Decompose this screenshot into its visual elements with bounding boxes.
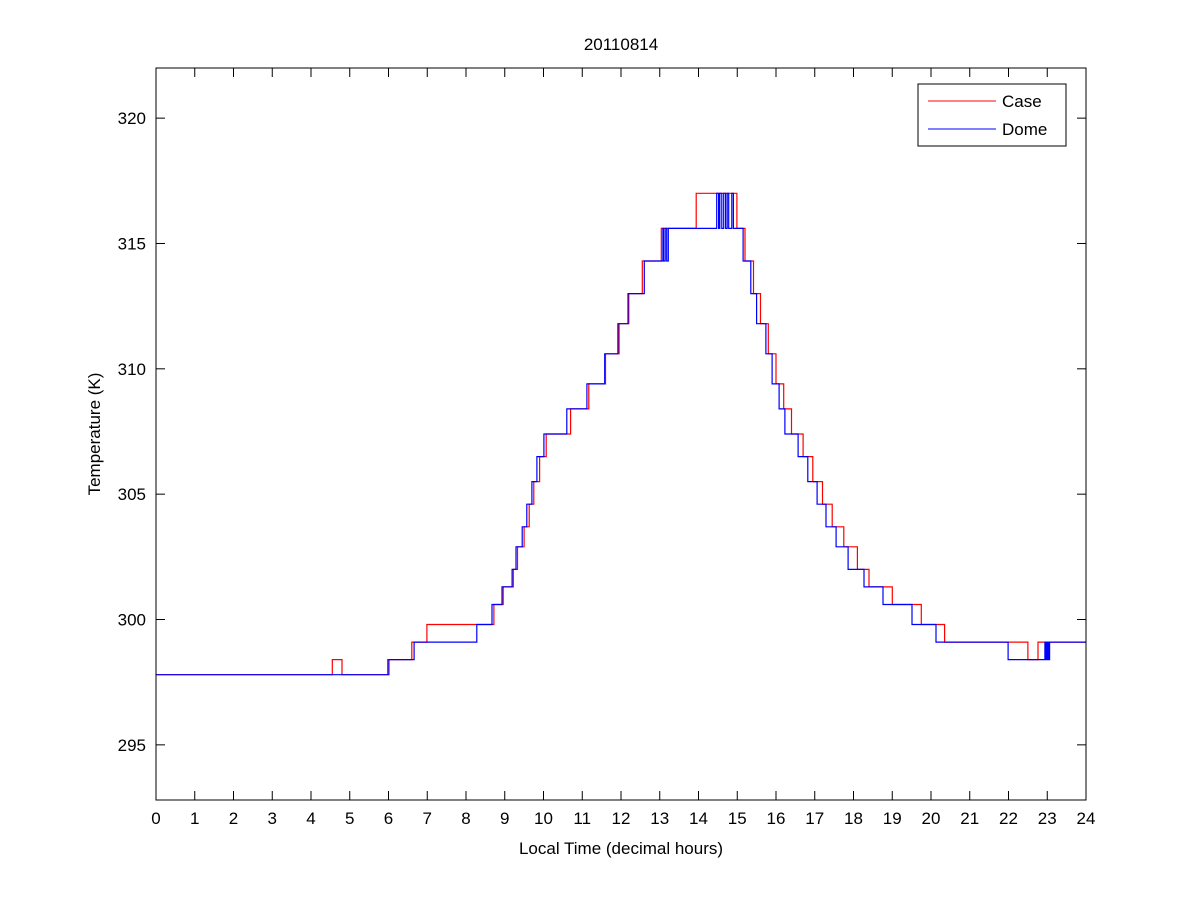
y-tick-label: 315 xyxy=(118,234,146,253)
x-tick-label: 14 xyxy=(689,809,708,828)
legend-box xyxy=(917,83,1067,147)
x-tick-label: 8 xyxy=(461,809,470,828)
x-tick-label: 15 xyxy=(728,809,747,828)
x-tick-label: 13 xyxy=(650,809,669,828)
axis-ticks: 0 1 2 3 4 5 6 7 8 9 10 11 12 13 14 15 16 17 18 19 20 21 22 23 24… xyxy=(118,68,1096,828)
x-tick-label: 16 xyxy=(767,809,786,828)
x-tick-label: 9 xyxy=(500,809,509,828)
x-axis-label: Local Time (decimal hours) xyxy=(519,839,723,858)
series-line-dome xyxy=(156,192,1086,676)
y-axis-label: Temperature (K) xyxy=(85,373,104,496)
x-tick-label: 3 xyxy=(268,809,277,828)
x-tick-label: 10 xyxy=(534,809,553,828)
x-tick-label: 24 xyxy=(1077,809,1096,828)
x-tick-label: 23 xyxy=(1038,809,1057,828)
x-tick-label: 1 xyxy=(190,809,199,828)
x-tick-label: 19 xyxy=(883,809,902,828)
x-tick-label: 11 xyxy=(573,809,591,828)
x-tick-label: 17 xyxy=(805,809,824,828)
x-tick-label: 7 xyxy=(423,809,432,828)
y-tick-label: 305 xyxy=(118,485,146,504)
legend: Case Dome xyxy=(917,83,1067,147)
legend-label-dome: Dome xyxy=(1002,120,1047,139)
y-tick-label: 320 xyxy=(118,109,146,128)
x-tick-label: 12 xyxy=(612,809,631,828)
x-tick-label: 18 xyxy=(844,809,863,828)
x-tick-label: 5 xyxy=(345,809,354,828)
x-tick-label: 20 xyxy=(922,809,941,828)
x-tick-label: 6 xyxy=(384,809,393,828)
plot-area-border xyxy=(155,67,1087,801)
y-tick-label: 295 xyxy=(118,736,146,755)
chart-title: 20110814 xyxy=(584,35,658,54)
x-tick-label: 4 xyxy=(306,809,315,828)
x-tick-label: 22 xyxy=(999,809,1018,828)
y-tick-label: 300 xyxy=(118,611,146,630)
y-tick-label: 310 xyxy=(118,360,146,379)
x-tick-label: 0 xyxy=(151,809,160,828)
series-lines xyxy=(156,192,1086,676)
legend-label-case: Case xyxy=(1002,92,1042,111)
x-tick-label: 21 xyxy=(960,809,979,828)
x-tick-label: 2 xyxy=(229,809,238,828)
